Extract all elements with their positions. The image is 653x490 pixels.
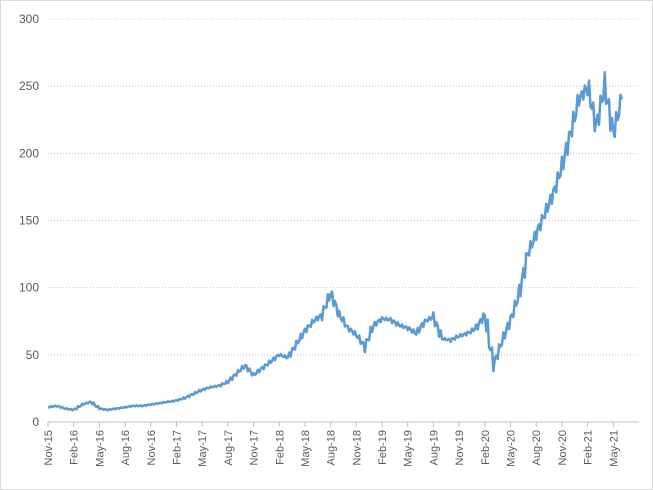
x-tick-label: Nov-20: [557, 430, 569, 465]
x-axis-tick-labels: Nov-15 Feb-16 May-16 Aug-16 Nov-16 Feb-17 May-…: [43, 430, 620, 467]
y-tick-label: 250: [19, 79, 39, 93]
x-tick-label: Nov-17: [249, 430, 261, 465]
x-tick-label: Feb-20: [480, 430, 492, 465]
x-tick-label: Nov-19: [454, 430, 466, 465]
y-tick-label: 200: [19, 146, 39, 160]
y-tick-label: 150: [19, 214, 39, 228]
x-tick-label: May-20: [506, 430, 518, 467]
x-tick-label: May-19: [403, 430, 415, 467]
gridlines: [48, 18, 639, 356]
y-tick-label: 0: [32, 415, 39, 429]
x-tick-label: Aug-18: [326, 430, 338, 465]
x-tick-label: Feb-17: [171, 430, 183, 465]
x-axis: [47, 421, 639, 427]
y-axis-tick-labels: 0 50 100 150 200 250 300: [19, 12, 39, 429]
series-line: [47, 71, 624, 412]
y-tick-label: 50: [26, 348, 40, 362]
x-tick-label: Feb-18: [274, 430, 286, 465]
x-tick-label: Aug-17: [223, 430, 235, 465]
x-tick-label: Nov-18: [351, 430, 363, 465]
x-tick-label: Nov-15: [43, 430, 55, 465]
y-tick-label: 100: [19, 281, 39, 295]
x-tick-label: May-18: [300, 430, 312, 467]
x-tick-label: Feb-21: [583, 430, 595, 465]
x-tick-label: Aug-20: [531, 430, 543, 465]
series-layer: [47, 71, 624, 412]
x-tick-label: Feb-19: [377, 430, 389, 465]
x-tick-label: May-21: [608, 430, 620, 467]
x-tick-label: May-16: [94, 430, 106, 467]
x-tick-label: Nov-16: [146, 430, 158, 465]
x-tick-label: May-17: [197, 430, 209, 467]
y-tick-label: 300: [19, 12, 39, 26]
x-tick-label: Feb-16: [69, 430, 81, 465]
x-tick-label: Aug-16: [120, 430, 132, 465]
x-tick-label: Aug-19: [428, 430, 440, 465]
